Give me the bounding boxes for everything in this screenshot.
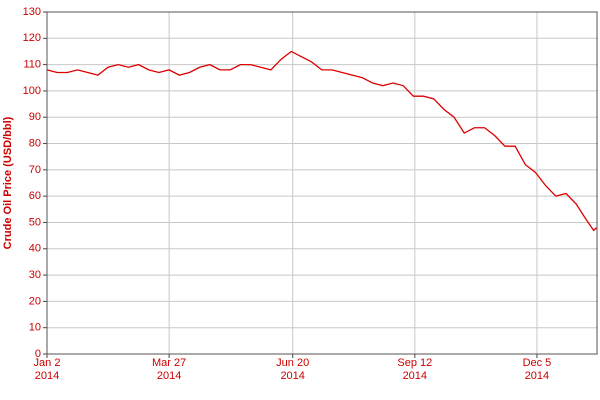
y-tick-label: 50 <box>29 216 41 228</box>
x-tick-label: Jun 20 2014 <box>276 357 310 382</box>
y-tick-label: 10 <box>29 322 41 334</box>
y-tick-label: 40 <box>29 243 41 255</box>
y-tick-label: 120 <box>23 32 41 44</box>
x-tick-label: Mar 27 2014 <box>151 357 187 382</box>
plot-frame <box>46 11 598 355</box>
y-tick-label: 20 <box>29 295 41 307</box>
y-tick-label: 70 <box>29 164 41 176</box>
y-tick-label: 110 <box>23 59 41 71</box>
y-axis-label: Crude Oil Price (USD/bbl) <box>2 116 14 249</box>
y-tick-label: 130 <box>23 6 41 18</box>
y-tick-label: 30 <box>29 269 41 281</box>
y-tick-label: 80 <box>29 137 41 149</box>
y-tick-label: 100 <box>23 85 41 97</box>
x-tick-label: Dec 5 2014 <box>522 357 552 382</box>
line-series <box>46 50 597 232</box>
y-tick-label: 90 <box>29 111 41 123</box>
y-tick-label: 0 <box>35 348 41 360</box>
y-tick-label: 60 <box>29 190 41 202</box>
x-tick-label: Jan 2 2014 <box>33 357 61 382</box>
x-tick-label: Sep 12 2014 <box>397 357 433 382</box>
